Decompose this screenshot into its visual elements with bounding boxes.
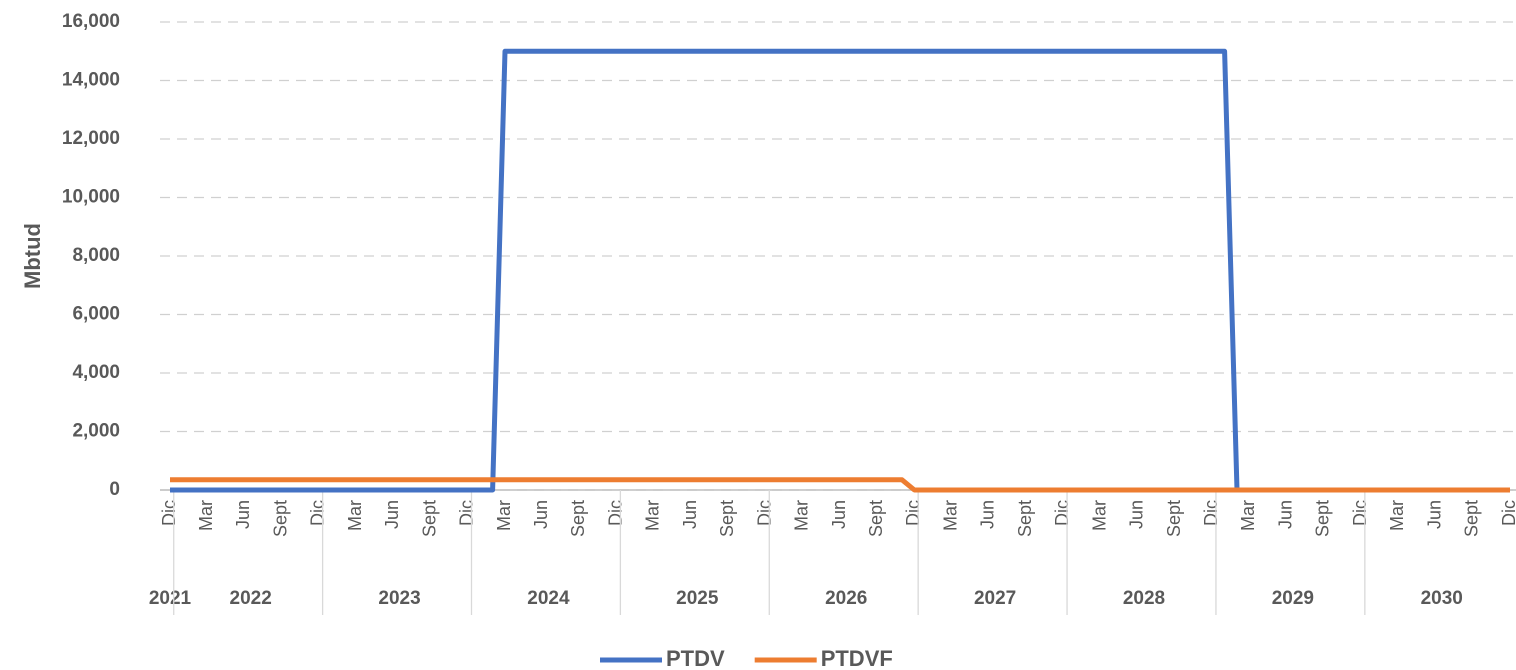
y-tick-label: 10,000 (62, 187, 120, 208)
year-label: 2022 (230, 588, 272, 609)
year-label: 2030 (1421, 588, 1463, 609)
year-label: 2024 (527, 588, 570, 609)
y-tick-label: 12,000 (62, 128, 120, 149)
x-tick-label: Sept (1164, 500, 1184, 537)
x-tick-label: Mar (196, 500, 216, 531)
year-label: 2021 (149, 588, 192, 609)
year-label: 2028 (1123, 588, 1165, 609)
x-tick-label: Mar (345, 500, 365, 531)
x-tick-label: Dic (1350, 500, 1370, 526)
x-tick-label: Mar (1238, 500, 1258, 531)
legend-label: PTDVF (821, 646, 893, 670)
series-line (170, 48, 1510, 493)
x-tick-label: Jun (978, 500, 998, 529)
year-label: 2029 (1272, 588, 1314, 609)
y-tick-label: 14,000 (62, 70, 120, 91)
x-tick-label: Jun (233, 500, 253, 529)
x-tick-label: Dic (754, 500, 774, 526)
x-tick-label: Dic (1052, 500, 1072, 526)
year-label: 2026 (825, 588, 867, 609)
x-tick-label: Jun (1424, 500, 1444, 529)
x-tick-label: Mar (494, 500, 514, 531)
x-tick-label: Dic (1499, 500, 1516, 526)
x-tick-label: Dic (903, 500, 923, 526)
x-tick-label: Dic (159, 500, 179, 526)
x-tick-label: Jun (1127, 500, 1147, 529)
x-tick-label: Sept (568, 500, 588, 537)
x-tick-label: Mar (792, 500, 812, 531)
x-tick-label: Mar (940, 500, 960, 531)
x-tick-label: Mar (643, 500, 663, 531)
x-tick-label: Jun (1275, 500, 1295, 529)
x-tick-label: Sept (270, 500, 290, 537)
y-axis-label: Mbtud (20, 223, 45, 289)
x-tick-label: Dic (457, 500, 477, 526)
y-tick-label: 0 (109, 479, 120, 500)
x-tick-label: Jun (829, 500, 849, 529)
y-tick-label: 8,000 (72, 245, 120, 266)
year-label: 2025 (676, 588, 719, 609)
y-tick-label: 6,000 (72, 304, 120, 325)
x-tick-label: Sept (866, 500, 886, 537)
x-tick-label: Mar (1387, 500, 1407, 531)
y-tick-label: 16,000 (62, 11, 120, 32)
legend-label: PTDV (666, 646, 725, 670)
x-tick-label: Jun (680, 500, 700, 529)
series-line (170, 477, 1510, 493)
y-tick-label: 4,000 (72, 362, 120, 383)
x-tick-label: Sept (1462, 500, 1482, 537)
x-tick-label: Jun (382, 500, 402, 529)
x-tick-label: Dic (605, 500, 625, 526)
x-tick-label: Dic (308, 500, 328, 526)
x-tick-label: Sept (717, 500, 737, 537)
year-label: 2027 (974, 588, 1016, 609)
year-label: 2023 (378, 588, 420, 609)
y-tick-label: 2,000 (72, 421, 120, 442)
x-tick-label: Sept (419, 500, 439, 537)
x-tick-label: Dic (1201, 500, 1221, 526)
x-tick-label: Sept (1313, 500, 1333, 537)
x-tick-label: Mar (1089, 500, 1109, 531)
x-tick-label: Jun (531, 500, 551, 529)
x-tick-label: Sept (1015, 500, 1035, 537)
